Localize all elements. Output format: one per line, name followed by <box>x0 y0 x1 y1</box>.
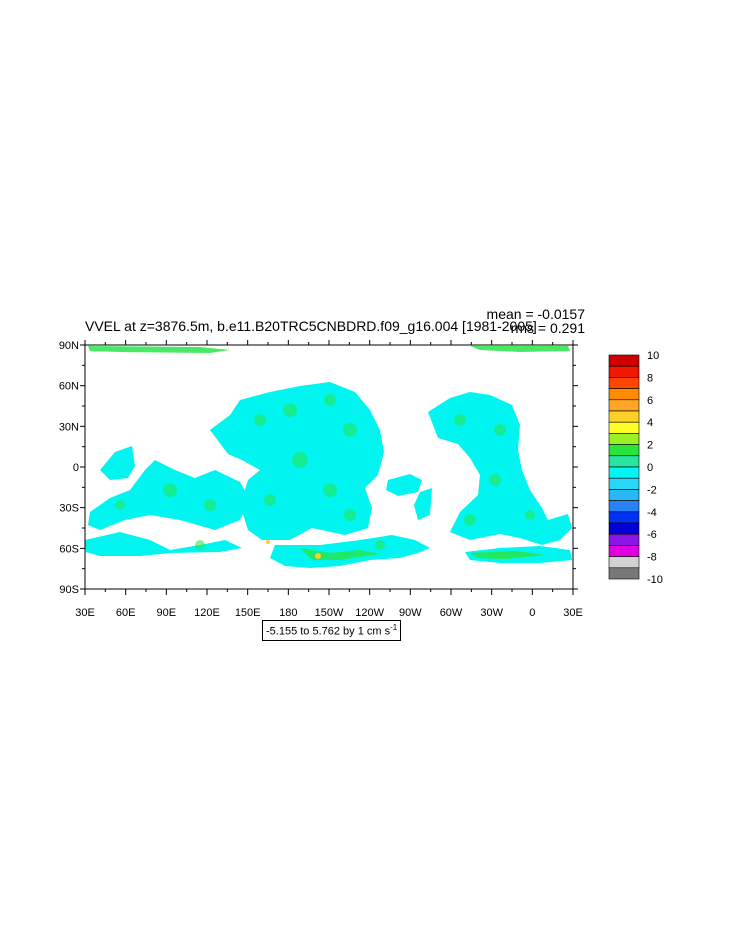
lat-label: 30N <box>59 421 79 433</box>
colorbar-swatch <box>608 410 640 423</box>
colorbar-swatch <box>608 489 640 501</box>
lat-label: 90N <box>59 340 79 352</box>
colorbar-swatch <box>608 522 640 535</box>
colorbar-label: 4 <box>647 417 653 429</box>
colorbar-swatch <box>608 365 640 378</box>
colorbar-label: -10 <box>647 574 663 586</box>
colorbar-label: 0 <box>647 462 653 474</box>
lon-label: 90W <box>399 607 422 619</box>
lon-label: 120W <box>355 607 384 619</box>
lat-label: 60S <box>59 543 79 555</box>
colorbar-label: -8 <box>647 552 657 564</box>
lon-label: 180 <box>279 607 297 619</box>
colorbar-swatch <box>608 556 640 569</box>
lon-label: 90E <box>157 607 177 619</box>
colorbar-swatch <box>608 421 640 434</box>
colorbar-swatch <box>608 500 640 513</box>
colorbar-label: 2 <box>647 440 653 452</box>
colorbar-swatch <box>608 388 640 401</box>
lon-label: 60E <box>116 607 136 619</box>
colorbar-swatch <box>608 377 640 389</box>
mean-stat: mean = -0.0157 <box>486 306 585 322</box>
colorbar-swatch <box>608 466 640 479</box>
colorbar-swatch <box>608 477 640 490</box>
colorbar-swatch <box>608 545 640 557</box>
lon-label: 150E <box>235 607 261 619</box>
colorbar-label: 10 <box>647 350 659 362</box>
lat-label: 30S <box>59 503 79 515</box>
lat-labels: 90N 60N 30N 0 30S 60S 90S <box>59 340 79 596</box>
colorbar-labels: 10 8 6 4 2 0 -2 -4 -6 -8 -10 <box>647 350 663 586</box>
colorbar <box>608 354 640 580</box>
lon-label: 30W <box>480 607 503 619</box>
lat-label: 0 <box>73 462 79 474</box>
colorbar-swatch <box>608 567 640 580</box>
lon-label: 120E <box>194 607 220 619</box>
lon-labels: 30E 60E 90E 120E 150E 180 150W 120W 90W 60W 30W 0 30… <box>75 607 583 619</box>
contour-range-label: -5.155 to 5.762 by 1 cm s-1 <box>262 620 402 641</box>
lon-label: 0 <box>529 607 535 619</box>
colorbar-swatch <box>608 533 640 546</box>
lon-label: 60W <box>440 607 463 619</box>
colorbar-swatch <box>608 444 640 457</box>
colorbar-swatch <box>608 433 640 445</box>
colorbar-swatch <box>608 399 640 412</box>
rms-stat: rms = 0.291 <box>510 320 585 336</box>
map-field <box>85 345 573 589</box>
colorbar-label: 8 <box>647 372 653 384</box>
lon-label: 30E <box>75 607 95 619</box>
colorbar-swatch <box>608 354 640 367</box>
axis-ticks <box>80 340 578 595</box>
colorbar-label: 6 <box>647 395 653 407</box>
colorbar-label: -2 <box>647 484 657 496</box>
colorbar-label: -4 <box>647 507 657 519</box>
colorbar-swatch <box>608 511 640 524</box>
lat-label: 90S <box>59 584 79 596</box>
plot-title: VVEL at z=3876.5m, b.e11.B20TRC5CNBDRD.f… <box>85 318 537 334</box>
colorbar-swatch <box>608 455 640 468</box>
lon-label: 30E <box>563 607 583 619</box>
lon-label: 150W <box>315 607 344 619</box>
lat-label: 60N <box>59 381 79 393</box>
colorbar-label: -6 <box>647 529 657 541</box>
